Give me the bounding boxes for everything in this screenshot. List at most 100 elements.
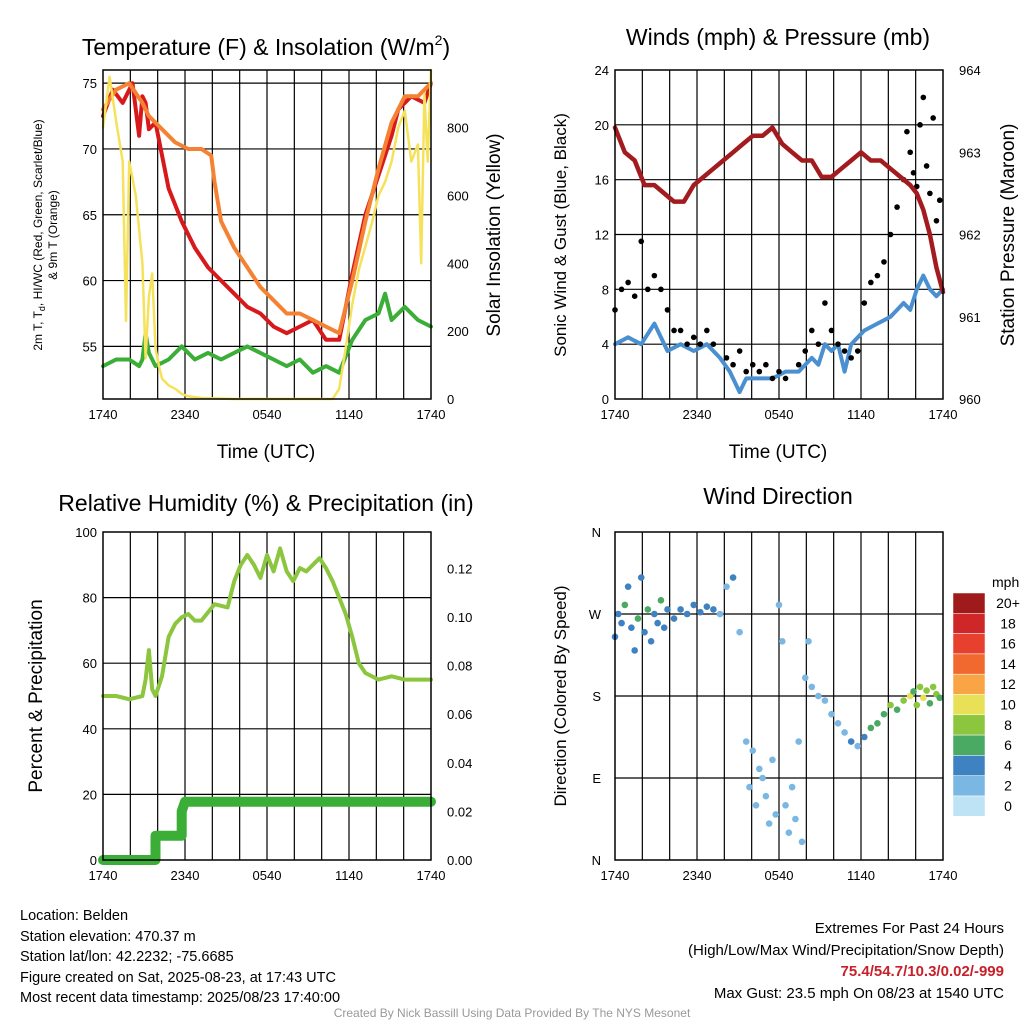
wind-direction-direction-point <box>788 783 796 791</box>
wind-direction-direction-point <box>618 619 625 627</box>
winds-gust-point <box>730 361 736 368</box>
wind-direction-direction-point <box>614 610 622 618</box>
wind-direction-direction-point <box>801 674 809 682</box>
legend-swatch <box>952 633 986 655</box>
wind-direction-direction-point <box>815 692 822 700</box>
legend-label: 4 <box>1004 757 1012 773</box>
winds-y2tick-label: 963 <box>959 145 981 160</box>
wind-direction-direction-point <box>657 597 665 604</box>
legend-label: 12 <box>1000 676 1016 692</box>
wind-direction-direction-point <box>854 742 862 750</box>
legend-swatch <box>952 673 986 695</box>
winds-gust-point <box>756 368 763 375</box>
temperature-ylabel: 2m T, Td, HI/WC (Red, Green, Scarlet/Blu… <box>31 119 47 350</box>
extremes-subtitle: (High/Low/Max Wind/Precipitation/Snow De… <box>688 941 1004 959</box>
winds-gust-point <box>795 361 802 368</box>
temperature-xtick-label: 1140 <box>335 407 363 422</box>
wind-direction-direction-point <box>628 624 635 631</box>
wind-direction-panel: Wind Direction Direction (Colored By Spe… <box>551 483 1020 883</box>
wind-direction-direction-point <box>634 615 642 622</box>
extremes-values: 75.4/54.7/10.3/0.02/-999 <box>840 963 1004 980</box>
recent-timestamp: Most recent data timestamp: 2025/08/23 1… <box>20 990 341 1006</box>
temperature-xtick-label: 1740 <box>89 407 118 422</box>
max-gust: Max Gust: 23.5 mph On 08/23 at 1540 UTC <box>713 984 1004 1002</box>
wind-direction-direction-point <box>798 838 806 846</box>
wind-direction-direction-point <box>621 601 629 609</box>
temperature-y2tick-label: 800 <box>447 121 469 136</box>
wind-direction-direction-point <box>759 774 766 782</box>
winds-gust-point <box>868 279 874 286</box>
winds-gust-point <box>923 163 930 169</box>
speed-legend: mph 20+ 18 16 14 12 10 8 6 4 2 0 <box>952 574 1020 817</box>
winds-panel: Winds (mph) & Pressure (mb) Sonic Wind &… <box>551 24 1019 463</box>
wind-direction-direction-point <box>916 683 924 691</box>
winds-gust-point <box>776 368 782 375</box>
winds-gust-point <box>690 334 697 341</box>
temperature-y2tick-label: 600 <box>447 188 469 203</box>
humidity-xtick-label: 1140 <box>335 868 363 883</box>
wind-direction-direction-point <box>710 606 717 613</box>
winds-gust-point <box>677 327 684 334</box>
wind-direction-direction-point <box>906 692 914 700</box>
wind-direction-direction-point <box>641 628 648 636</box>
winds-gust-point <box>658 286 664 293</box>
winds-gust-point <box>618 286 625 293</box>
winds-gust-point <box>651 272 658 279</box>
humidity-y2tick-label: 0.08 <box>447 659 472 674</box>
temperature-y2tick-label: 200 <box>447 324 469 339</box>
winds-ytick-label: 0 <box>602 392 609 407</box>
wind-direction-direction-point <box>782 802 789 809</box>
legend-swatch <box>952 795 986 817</box>
humidity-y2tick-label: 0.00 <box>447 853 472 868</box>
humidity-ytick-label: 40 <box>83 722 97 737</box>
station-info: Location: Belden Station elevation: 470.… <box>20 906 340 1009</box>
wind-direction-xtick-label: 1740 <box>601 868 630 883</box>
winds-gust-point <box>710 341 717 347</box>
humidity-y2tick-label: 0.04 <box>447 756 472 771</box>
wind-direction-direction-point <box>910 688 917 695</box>
temperature-xtick-label: 0540 <box>253 407 282 422</box>
wind-direction-direction-point <box>742 738 750 745</box>
winds-gust-point <box>697 341 704 347</box>
winds-gust-point <box>917 122 923 128</box>
winds-ylabel: Sonic Wind & Gust (Blue, Black) <box>551 113 570 357</box>
legend-label: 18 <box>1000 615 1016 631</box>
winds-gust-point <box>769 375 776 382</box>
winds-ytick-label: 24 <box>595 63 609 78</box>
wind-direction-xtick-label: 2340 <box>683 868 712 883</box>
legend-label: 6 <box>1004 737 1012 753</box>
wind-direction-direction-point <box>926 699 934 707</box>
winds-gust-point <box>704 327 710 334</box>
wind-direction-direction-point <box>913 701 921 709</box>
humidity-series-relative-humidity <box>101 546 433 702</box>
legend-label: 20+ <box>996 595 1020 611</box>
legend-swatch <box>952 734 986 756</box>
temperature-ytick-label: 75 <box>83 76 97 91</box>
wind-direction-direction-point <box>887 701 894 709</box>
winds-gust-point <box>645 286 651 293</box>
humidity-frame <box>102 531 432 861</box>
temperature-title: Temperature (F) & Insolation (W/m2) <box>82 32 450 60</box>
temperature-panel: Temperature (F) & Insolation (W/m2) 2m T… <box>31 32 505 463</box>
winds-gust-point <box>927 190 933 197</box>
wind-direction-direction-point <box>670 615 678 622</box>
wind-direction-direction-point <box>729 574 737 581</box>
wind-direction-direction-point <box>769 756 776 764</box>
wind-direction-direction-point <box>880 710 888 718</box>
wind-direction-direction-point <box>631 647 638 654</box>
humidity-xtick-label: 1740 <box>417 868 446 883</box>
winds-gust-point <box>848 355 854 361</box>
winds-ytick-label: 16 <box>595 173 609 188</box>
wind-direction-direction-point <box>654 619 661 627</box>
insolation-y2label: Solar Insolation (Yellow) <box>484 133 505 336</box>
credit-line: Created By Nick Bassill Using Data Provi… <box>333 1006 691 1020</box>
winds-gust-point <box>631 293 638 299</box>
winds-xlabel: Time (UTC) <box>729 442 828 463</box>
winds-gust-point <box>664 307 671 313</box>
wind-direction-direction-point <box>765 820 773 827</box>
wind-direction-ytick-label: N <box>592 853 601 868</box>
wind-direction-direction-point <box>867 724 875 732</box>
extremes-title: Extremes For Past 24 Hours <box>814 920 1004 937</box>
temperature-ytick-label: 70 <box>83 142 97 157</box>
wind-direction-direction-point <box>874 720 881 727</box>
